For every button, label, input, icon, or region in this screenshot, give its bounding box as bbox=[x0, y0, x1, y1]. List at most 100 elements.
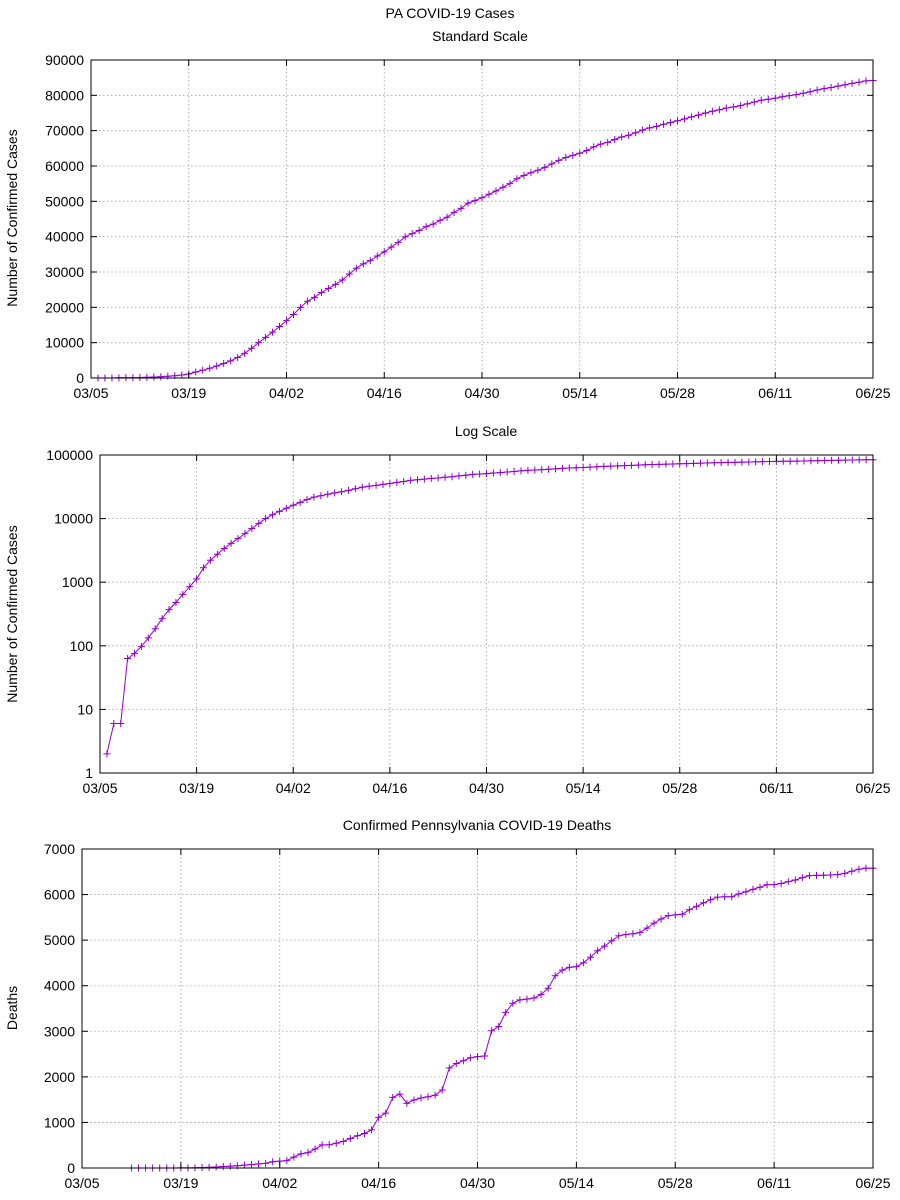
y-tick-label: 10000 bbox=[45, 335, 84, 351]
x-tick-label: 05/14 bbox=[559, 1175, 594, 1191]
data-point bbox=[282, 504, 290, 512]
data-point bbox=[408, 230, 416, 238]
data-point bbox=[234, 353, 242, 361]
data-point bbox=[325, 1141, 333, 1149]
data-point bbox=[234, 535, 242, 543]
data-point bbox=[366, 257, 374, 265]
data-point bbox=[387, 243, 395, 251]
data-point bbox=[820, 85, 828, 93]
data-point bbox=[137, 642, 145, 650]
data-point bbox=[676, 460, 684, 468]
y-tick-label: 50000 bbox=[45, 193, 84, 209]
data-point bbox=[117, 720, 125, 728]
y-tick-label: 1000 bbox=[44, 1114, 75, 1130]
data-point bbox=[523, 995, 531, 1003]
data-point bbox=[594, 947, 602, 955]
data-point bbox=[485, 190, 493, 198]
data-point bbox=[338, 488, 346, 496]
data-point bbox=[517, 467, 525, 475]
data-point bbox=[510, 468, 518, 476]
data-point bbox=[255, 519, 263, 527]
data-point bbox=[669, 460, 677, 468]
x-tick-label: 05/14 bbox=[562, 385, 597, 401]
data-point bbox=[331, 280, 339, 288]
data-point bbox=[158, 615, 166, 623]
y-axis-label: Deaths bbox=[4, 986, 20, 1030]
data-point bbox=[380, 248, 388, 256]
data-point bbox=[283, 1157, 291, 1165]
data-point bbox=[513, 175, 521, 183]
data-point bbox=[579, 464, 587, 471]
data-point bbox=[365, 482, 373, 490]
chart-log-scale: Log Scale Number of Confirmed Cases 03/0… bbox=[4, 423, 891, 796]
data-point bbox=[827, 84, 835, 92]
data-point bbox=[703, 459, 711, 467]
data-point bbox=[227, 539, 235, 547]
data-point bbox=[410, 1096, 418, 1104]
data-point bbox=[671, 911, 679, 919]
y-tick-label: 3000 bbox=[44, 1023, 75, 1039]
grid-lines bbox=[82, 849, 873, 1168]
data-point bbox=[296, 303, 304, 311]
data-point bbox=[724, 458, 732, 466]
chart-title: Standard Scale bbox=[432, 28, 528, 44]
data-point bbox=[241, 349, 249, 357]
data-point bbox=[297, 1150, 305, 1158]
data-point bbox=[172, 599, 180, 607]
data-point bbox=[562, 154, 570, 162]
data-point bbox=[178, 371, 186, 379]
data-point bbox=[520, 172, 528, 180]
data-point bbox=[765, 458, 773, 466]
data-point bbox=[502, 1008, 510, 1016]
data-point bbox=[579, 959, 587, 967]
data-point bbox=[471, 197, 479, 205]
data-point bbox=[131, 649, 139, 657]
data-point bbox=[379, 480, 387, 488]
data-point bbox=[296, 498, 304, 506]
data-point bbox=[558, 966, 566, 974]
data-point bbox=[375, 1113, 383, 1121]
data-point bbox=[667, 119, 675, 127]
data-point bbox=[735, 890, 743, 898]
y-tick-label: 20000 bbox=[45, 299, 84, 315]
data-point bbox=[848, 456, 856, 464]
data-point bbox=[420, 475, 428, 483]
y-axis-label: Number of Confirmed Cases bbox=[4, 129, 20, 306]
data-point bbox=[680, 115, 688, 123]
data-point bbox=[407, 476, 415, 484]
grid-lines bbox=[91, 60, 873, 378]
data-point bbox=[736, 102, 744, 110]
data-point bbox=[565, 963, 573, 971]
data-point bbox=[248, 525, 256, 533]
data-point bbox=[634, 461, 642, 469]
data-point bbox=[678, 910, 686, 918]
data-point bbox=[728, 893, 736, 901]
x-tick-label: 06/25 bbox=[855, 780, 890, 796]
plot-frame bbox=[99, 454, 874, 774]
data-point bbox=[220, 360, 228, 368]
data-point bbox=[731, 458, 739, 466]
x-tick-label: 04/30 bbox=[464, 385, 499, 401]
data-point bbox=[792, 91, 800, 99]
data-point bbox=[690, 459, 698, 467]
data-point bbox=[576, 149, 584, 157]
data-point bbox=[643, 924, 651, 932]
data-point bbox=[382, 1109, 390, 1117]
data-point bbox=[103, 750, 111, 758]
data-point bbox=[814, 457, 822, 465]
data-point bbox=[373, 252, 381, 260]
data-point bbox=[629, 930, 637, 938]
figure-title: PA COVID-19 Cases bbox=[386, 5, 515, 21]
x-tick-label: 04/30 bbox=[460, 1175, 495, 1191]
data-point bbox=[400, 477, 408, 485]
data-point bbox=[331, 489, 339, 497]
data-point bbox=[310, 293, 318, 301]
data-point bbox=[600, 462, 608, 470]
x-tick-label: 03/05 bbox=[64, 1175, 99, 1191]
data-point bbox=[764, 95, 772, 103]
y-tick-label: 30000 bbox=[45, 264, 84, 280]
data-point bbox=[269, 328, 277, 336]
data-point bbox=[701, 109, 709, 117]
data-point bbox=[601, 942, 609, 950]
data-point bbox=[569, 151, 577, 159]
